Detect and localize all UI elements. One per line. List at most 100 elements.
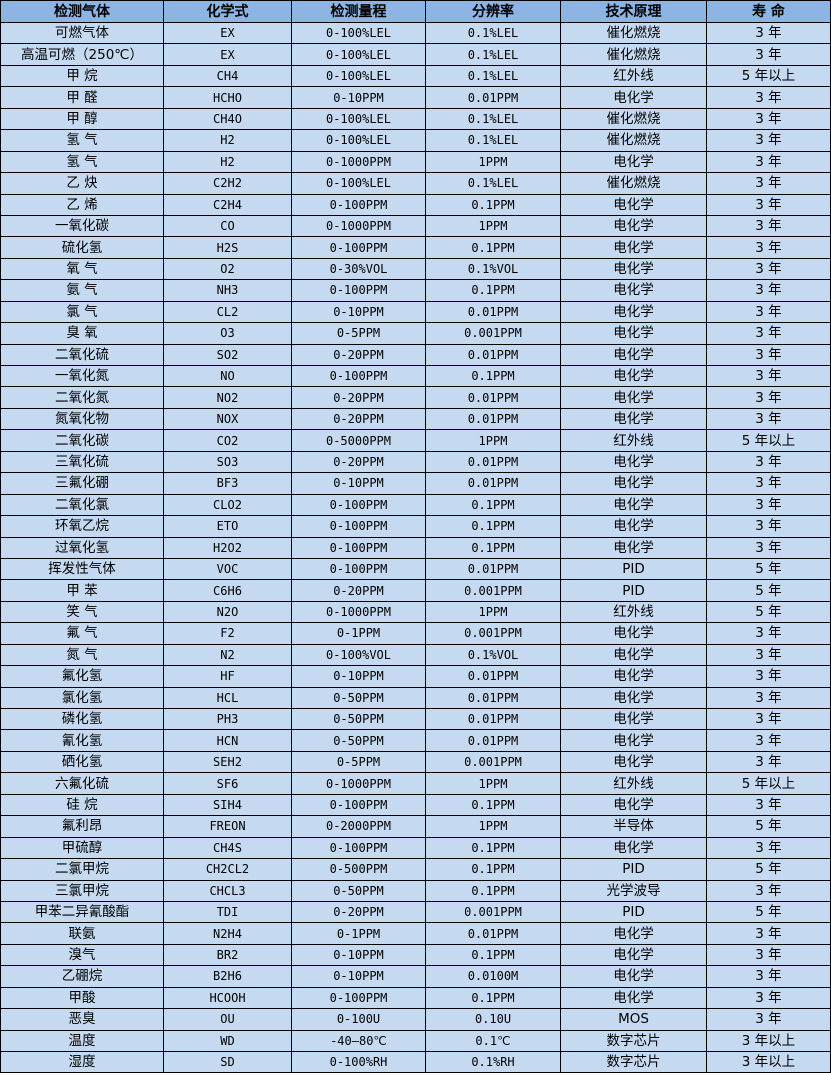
table-body: 可燃气体 EX 0-100%LEL 0.1%LEL 催化燃烧 3 年高温可燃（250℃） E… [0,21,831,1074]
cell-principle: 电化学 [560,793,707,817]
cell-range: 0-100PPM [291,515,426,538]
cell-principle: 电化学 [560,386,707,409]
table-row: 甲酸 HCOOH 0-100PPM 0.1PPM 电化学 3 年 [0,986,831,1010]
cell-gas: 甲 醛 [0,86,164,109]
cell-principle: 电化学 [560,364,707,388]
cell-lifespan: 3 年 [706,343,831,367]
cell-gas: 六氟化硫 [0,772,164,795]
cell-formula: CH4O [163,107,292,131]
cell-range: -40—80℃ [291,1029,426,1053]
cell-formula: VOC [163,557,292,581]
cell-principle: 电化学 [560,86,707,109]
cell-gas: 氟化氢 [0,665,164,688]
cell-lifespan: 3 年 [706,450,831,474]
table-row: 三氯甲烷 CHCL3 0-50PPM 0.1PPM 光学波导 3 年 [0,879,831,902]
table-row: 氨 气 NH3 0-100PPM 0.1PPM 电化学 3 年 [0,279,831,302]
cell-formula: H2O2 [163,536,292,559]
cell-range: 0-30%VOL [291,257,426,281]
table-row: 甲 醛 HCHO 0-10PPM 0.01PPM 电化学 3 年 [0,86,831,109]
cell-formula: C6H6 [163,579,292,602]
header-row: 检测气体 化学式 检测量程 分辨率 技术原理 寿 命 [0,0,831,23]
table-row: 乙硼烷 B2H6 0-10PPM 0.0100M 电化学 3 年 [0,965,831,988]
cell-resolution: 0.1PPM [425,193,561,216]
table-row: 氯 气 CL2 0-10PPM 0.01PPM 电化学 3 年 [0,300,831,324]
cell-lifespan: 5 年以上 [706,772,831,795]
table-row: 氟利昂 FREON 0-2000PPM 1PPM 半导体 5 年 [0,815,831,838]
cell-lifespan: 3 年 [706,686,831,710]
cell-resolution: 0.001PPM [425,622,561,645]
cell-formula: WD [163,1029,292,1053]
cell-range: 0-10PPM [291,965,426,988]
cell-principle: 催化燃烧 [560,172,707,195]
cell-resolution: 0.1%VOL [425,257,561,281]
cell-gas: 臭 氧 [0,322,164,345]
cell-range: 0-20PPM [291,407,426,431]
cell-lifespan: 3 年 [706,86,831,109]
cell-range: 0-1000PPM [291,150,426,174]
cell-lifespan: 5 年 [706,557,831,581]
cell-principle: 电化学 [560,515,707,538]
cell-formula: N2H4 [163,922,292,945]
cell-formula: CLO2 [163,493,292,517]
cell-principle: 电化学 [560,343,707,367]
cell-gas: 乙 炔 [0,172,164,195]
cell-resolution: 0.01PPM [425,686,561,710]
table-row: 氟化氢 HF 0-10PPM 0.01PPM 电化学 3 年 [0,665,831,688]
cell-lifespan: 3 年 [706,172,831,195]
cell-formula: BR2 [163,943,292,967]
cell-range: 0-20PPM [291,579,426,602]
table-row: 溴气 BR2 0-10PPM 0.1PPM 电化学 3 年 [0,943,831,967]
cell-formula: SO2 [163,343,292,367]
cell-resolution: 0.1%VOL [425,643,561,667]
table-row: 联氨 N2H4 0-1PPM 0.01PPM 电化学 3 年 [0,922,831,945]
cell-principle: 红外线 [560,429,707,452]
cell-formula: O3 [163,322,292,345]
cell-resolution: 0.001PPM [425,900,561,924]
table-row: 环氧乙烷 ETO 0-100PPM 0.1PPM 电化学 3 年 [0,515,831,538]
table-row: 三氟化硼 BF3 0-10PPM 0.01PPM 电化学 3 年 [0,472,831,495]
cell-range: 0-100PPM [291,493,426,517]
cell-gas: 氮氧化物 [0,407,164,431]
cell-principle: 电化学 [560,707,707,731]
cell-formula: NOX [163,407,292,431]
header-principle: 技术原理 [560,0,707,23]
cell-resolution: 0.1PPM [425,364,561,388]
cell-gas: 乙 烯 [0,193,164,216]
cell-principle: 电化学 [560,300,707,324]
cell-gas: 氯化氢 [0,686,164,710]
cell-lifespan: 3 年 [706,193,831,216]
cell-formula: C2H4 [163,193,292,216]
cell-lifespan: 3 年以上 [706,1050,831,1074]
cell-lifespan: 3 年 [706,1008,831,1031]
cell-resolution: 0.1%LEL [425,64,561,88]
cell-resolution: 1PPM [425,772,561,795]
cell-gas: 一氧化碳 [0,214,164,238]
cell-formula: CH2CL2 [163,858,292,881]
cell-formula: NH3 [163,279,292,302]
cell-gas: 氯 气 [0,300,164,324]
table-row: 湿度 SD 0-100%RH 0.1%RH 数字芯片 3 年以上 [0,1050,831,1074]
cell-lifespan: 5 年 [706,900,831,924]
cell-gas: 二氧化硫 [0,343,164,367]
cell-formula: N2 [163,643,292,667]
header-lifespan: 寿 命 [706,0,831,23]
cell-formula: HCN [163,729,292,752]
table-row: 磷化氢 PH3 0-50PPM 0.01PPM 电化学 3 年 [0,707,831,731]
cell-formula: SEH2 [163,750,292,774]
cell-formula: TDI [163,900,292,924]
cell-gas: 可燃气体 [0,21,164,45]
cell-lifespan: 3 年以上 [706,1029,831,1053]
cell-formula: PH3 [163,707,292,731]
table-row: 一氧化氮 NO 0-100PPM 0.1PPM 电化学 3 年 [0,364,831,388]
cell-principle: 催化燃烧 [560,107,707,131]
cell-lifespan: 5 年 [706,858,831,881]
cell-lifespan: 3 年 [706,107,831,131]
cell-gas: 氨 气 [0,279,164,302]
cell-principle: 红外线 [560,600,707,624]
cell-resolution: 0.1PPM [425,793,561,817]
cell-principle: 电化学 [560,686,707,710]
cell-resolution: 0.1PPM [425,236,561,259]
cell-gas: 氧 气 [0,257,164,281]
cell-range: 0-10PPM [291,300,426,324]
cell-resolution: 0.01PPM [425,707,561,731]
